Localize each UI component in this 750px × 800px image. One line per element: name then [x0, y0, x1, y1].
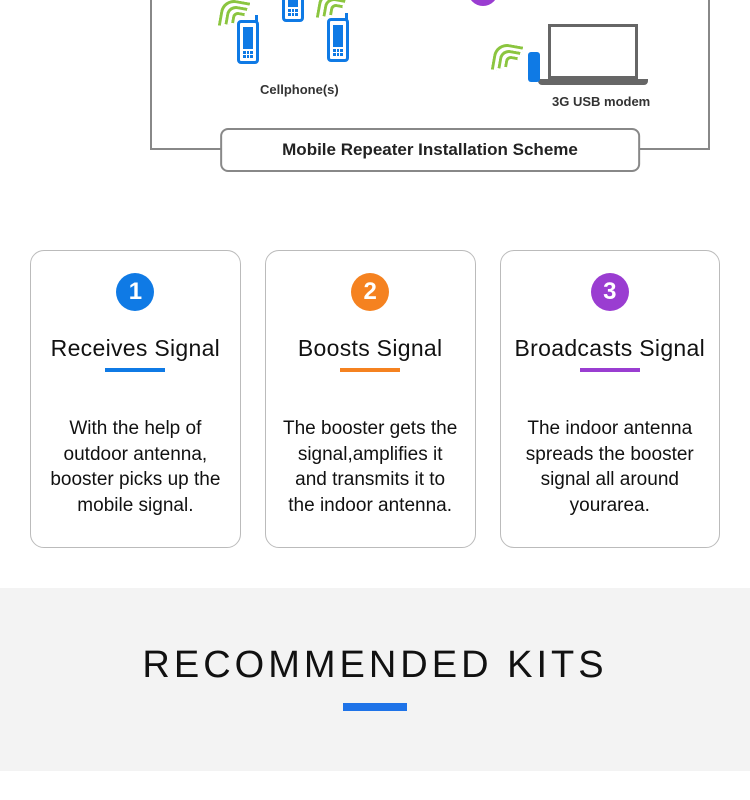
step-number-badge: 2 — [351, 273, 389, 311]
step-underline — [580, 368, 640, 372]
scheme-title: Mobile Repeater Installation Scheme — [220, 128, 640, 172]
recommended-underline — [343, 703, 407, 711]
step-body: With the help of outdoor antenna, booste… — [45, 416, 226, 519]
cellphone-icon — [327, 18, 349, 62]
signal-waves-icon — [487, 44, 521, 70]
step-card-1: 1 Receives Signal With the help of outdoor… — [30, 250, 241, 548]
cellphone-label: Cellphone(s) — [260, 82, 339, 97]
scheme-box: 3Cellphone(s)3G USB modem Mobile Repeate… — [150, 0, 710, 150]
step-number-badge: 3 — [591, 273, 629, 311]
recommended-heading: RECOMMENDED KITS — [0, 644, 750, 687]
step-card-3: 3 Broadcasts Signal The indoor antenna spr… — [500, 250, 720, 548]
cellphone-icon — [282, 0, 304, 22]
signal-waves-icon — [214, 0, 248, 26]
step-title: Broadcasts Signal — [515, 335, 705, 362]
step-3-badge: 3 — [468, 0, 498, 6]
modem-label: 3G USB modem — [552, 94, 650, 109]
installation-scheme: 3 Cellphone(s) 3G USB modem Mobile Repeate… — [0, 0, 750, 180]
laptop-icon — [548, 24, 648, 85]
step-title: Boosts Signal — [280, 335, 461, 362]
step-cards: 1 Receives Signal With the help of outdoor… — [0, 180, 750, 588]
step-body: The indoor antenna spreads the booster s… — [515, 416, 705, 519]
step-title: Receives Signal — [45, 335, 226, 362]
step-card-2: 2 Boosts Signal The booster gets the signa… — [265, 250, 476, 548]
step-body: The booster gets the signal,amplifies it… — [280, 416, 461, 519]
recommended-section: RECOMMENDED KITS — [0, 588, 750, 771]
signal-waves-icon — [312, 0, 346, 18]
step-number-badge: 1 — [116, 273, 154, 311]
step-underline — [105, 368, 165, 372]
usb-modem-icon — [528, 52, 540, 82]
step-underline — [340, 368, 400, 372]
